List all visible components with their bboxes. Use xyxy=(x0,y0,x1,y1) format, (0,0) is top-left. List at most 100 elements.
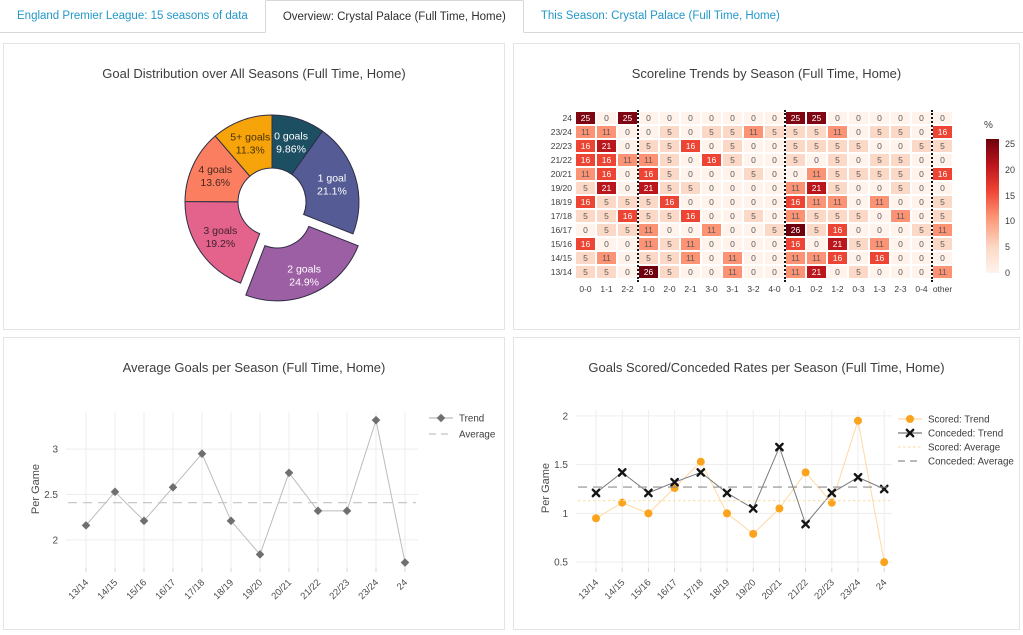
heatmap-cell: 0 xyxy=(723,112,742,124)
series-marker xyxy=(670,484,679,493)
heatmap-cell: 0 xyxy=(681,224,700,236)
heatmap-cell: 0 xyxy=(744,238,763,250)
heatmap-cell: 11 xyxy=(933,266,952,278)
heatmap-col-label: 3-2 xyxy=(747,284,760,294)
heatmap-cell: 0 xyxy=(870,266,889,278)
series-marker xyxy=(906,415,914,423)
tab-team-overview[interactable]: Overview: Crystal Palace (Full Time, Hom… xyxy=(264,0,524,33)
heatmap-cell: 21 xyxy=(639,182,658,194)
heatmap-cell: 0 xyxy=(618,126,637,138)
heatmap-cell: 5 xyxy=(849,140,868,152)
heatmap-cell: 16 xyxy=(933,126,952,138)
heatmap-cell: 5 xyxy=(891,126,910,138)
heatmap-cell: 0 xyxy=(849,252,868,264)
legend-item[interactable]: Trend xyxy=(429,414,484,425)
heatmap-cell: 0 xyxy=(849,112,868,124)
legend-item[interactable]: Scored: Average xyxy=(898,443,1001,454)
heatmap-cell: 0 xyxy=(786,168,805,180)
heatmap-cell: 0 xyxy=(639,126,658,138)
x-tick-label: 21/22 xyxy=(786,577,811,602)
heatmap-cell: 16 xyxy=(618,210,637,222)
colorbar-tick-label: 25 xyxy=(1005,139,1016,150)
heatmap-cell: 0 xyxy=(870,210,889,222)
heatmap-cell: 16 xyxy=(597,168,616,180)
heatmap-cell: 5 xyxy=(576,210,595,222)
pie-slice-label: 3 goals 19.2% xyxy=(203,225,237,250)
x-tick-label: 16/17 xyxy=(154,577,179,602)
x-tick-label: 15/16 xyxy=(125,577,150,602)
heatmap-cell: 0 xyxy=(744,154,763,166)
series-line xyxy=(595,445,885,526)
heatmap-col-label: 2-2 xyxy=(621,284,634,294)
heatmap-cell: 0 xyxy=(723,238,742,250)
legend-label: Scored: Average xyxy=(928,443,1001,454)
heatmap-cell: 0 xyxy=(870,112,889,124)
tab-league-overview[interactable]: England Premier League: 15 seasons of da… xyxy=(17,10,248,22)
legend-label: Conceded: Trend xyxy=(928,429,1003,440)
heatmap-cell: 0 xyxy=(912,154,931,166)
heatmap-cell: 5 xyxy=(933,238,952,250)
heatmap-cell: 5 xyxy=(828,154,847,166)
heatmap-cell: 0 xyxy=(744,224,763,236)
heatmap-cell: 0 xyxy=(723,168,742,180)
heatmap-cell: 0 xyxy=(723,210,742,222)
series-marker xyxy=(723,509,731,518)
heatmap-cell: 11 xyxy=(681,252,700,264)
heatmap-row-label: 22/23 xyxy=(550,141,572,151)
x-tick-label: 14/15 xyxy=(603,577,628,602)
x-tick-label: 23/24 xyxy=(357,577,382,602)
heatmap-cell: 5 xyxy=(660,182,679,194)
heatmap-cell: 0 xyxy=(702,182,721,194)
heatmap-cell: 16 xyxy=(702,154,721,166)
series-marker xyxy=(827,488,837,498)
heatmap-cell: 0 xyxy=(870,182,889,194)
tab-this-season[interactable]: This Season: Crystal Palace (Full Time, … xyxy=(540,10,780,22)
heatmap-cell: 0 xyxy=(618,140,637,152)
legend-item[interactable]: Average xyxy=(429,430,496,441)
heatmap-cell: 5 xyxy=(660,140,679,152)
heatmap-cell: 5 xyxy=(618,224,637,236)
heatmap-cell: 5 xyxy=(891,168,910,180)
heatmap-cell: 11 xyxy=(576,168,595,180)
series-marker xyxy=(284,468,294,478)
heatmap-cell: 5 xyxy=(786,126,805,138)
heatmap-col-label: 0-0 xyxy=(579,284,592,294)
heatmap-cell: 5 xyxy=(660,168,679,180)
heatmap-cell: 21 xyxy=(597,140,616,152)
colorbar-tick-label: 10 xyxy=(1005,216,1016,227)
heatmap-cell: 16 xyxy=(681,140,700,152)
heatmap-cell: 21 xyxy=(828,238,847,250)
heatmap-cell: 5 xyxy=(912,140,931,152)
heatmap-cell: 0 xyxy=(618,252,637,264)
heatmap-cell: 0 xyxy=(933,182,952,194)
legend-item[interactable]: Conceded: Trend xyxy=(898,429,1003,440)
series-marker xyxy=(853,472,863,482)
heatmap-cell: 0 xyxy=(681,126,700,138)
heatmap-cell: 0 xyxy=(681,196,700,208)
heatmap-cell: 5 xyxy=(681,182,700,194)
x-tick-label: 18/19 xyxy=(708,577,733,602)
heatmap-cell: 0 xyxy=(702,112,721,124)
heatmap-cell: 0 xyxy=(912,112,931,124)
heatmap-cell: 0 xyxy=(912,238,931,250)
colorbar-tick-label: 0 xyxy=(1005,268,1011,278)
heatmap-cell: 26 xyxy=(639,266,658,278)
heatmap-row-label: 13/14 xyxy=(550,267,572,277)
x-tick-label: 22/23 xyxy=(812,577,837,602)
heatmap-cell: 16 xyxy=(576,154,595,166)
series-marker xyxy=(591,488,601,498)
heatmap-cell: 21 xyxy=(597,182,616,194)
heatmap-cell: 0 xyxy=(618,168,637,180)
colorbar-tick-label: 5 xyxy=(1005,242,1011,253)
series-marker xyxy=(775,504,784,513)
heatmap-row-label: 18/19 xyxy=(550,197,572,207)
heatmap-cell: 0 xyxy=(660,112,679,124)
heatmap-cell: 5 xyxy=(576,182,595,194)
series-marker xyxy=(722,488,732,498)
legend-item[interactable]: Conceded: Average xyxy=(898,457,1014,468)
series-marker xyxy=(801,468,810,477)
heatmap-cell: 5 xyxy=(597,210,616,222)
series-marker xyxy=(110,487,120,497)
heatmap-row-label: 24 xyxy=(562,113,572,123)
legend-item[interactable]: Scored: Trend xyxy=(898,415,990,426)
